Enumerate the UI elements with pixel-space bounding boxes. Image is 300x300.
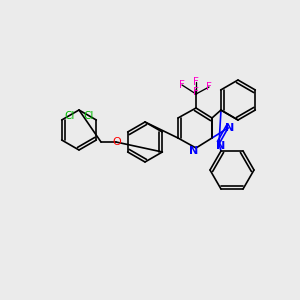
Text: N: N bbox=[189, 146, 199, 156]
Text: F: F bbox=[193, 87, 199, 97]
Text: O: O bbox=[112, 137, 122, 147]
Text: Cl: Cl bbox=[83, 111, 93, 121]
Text: Cl: Cl bbox=[65, 111, 75, 121]
Text: F: F bbox=[179, 80, 185, 90]
Text: F: F bbox=[193, 77, 199, 87]
Text: N: N bbox=[225, 123, 235, 133]
Text: F: F bbox=[206, 82, 212, 92]
Text: N: N bbox=[216, 141, 226, 151]
